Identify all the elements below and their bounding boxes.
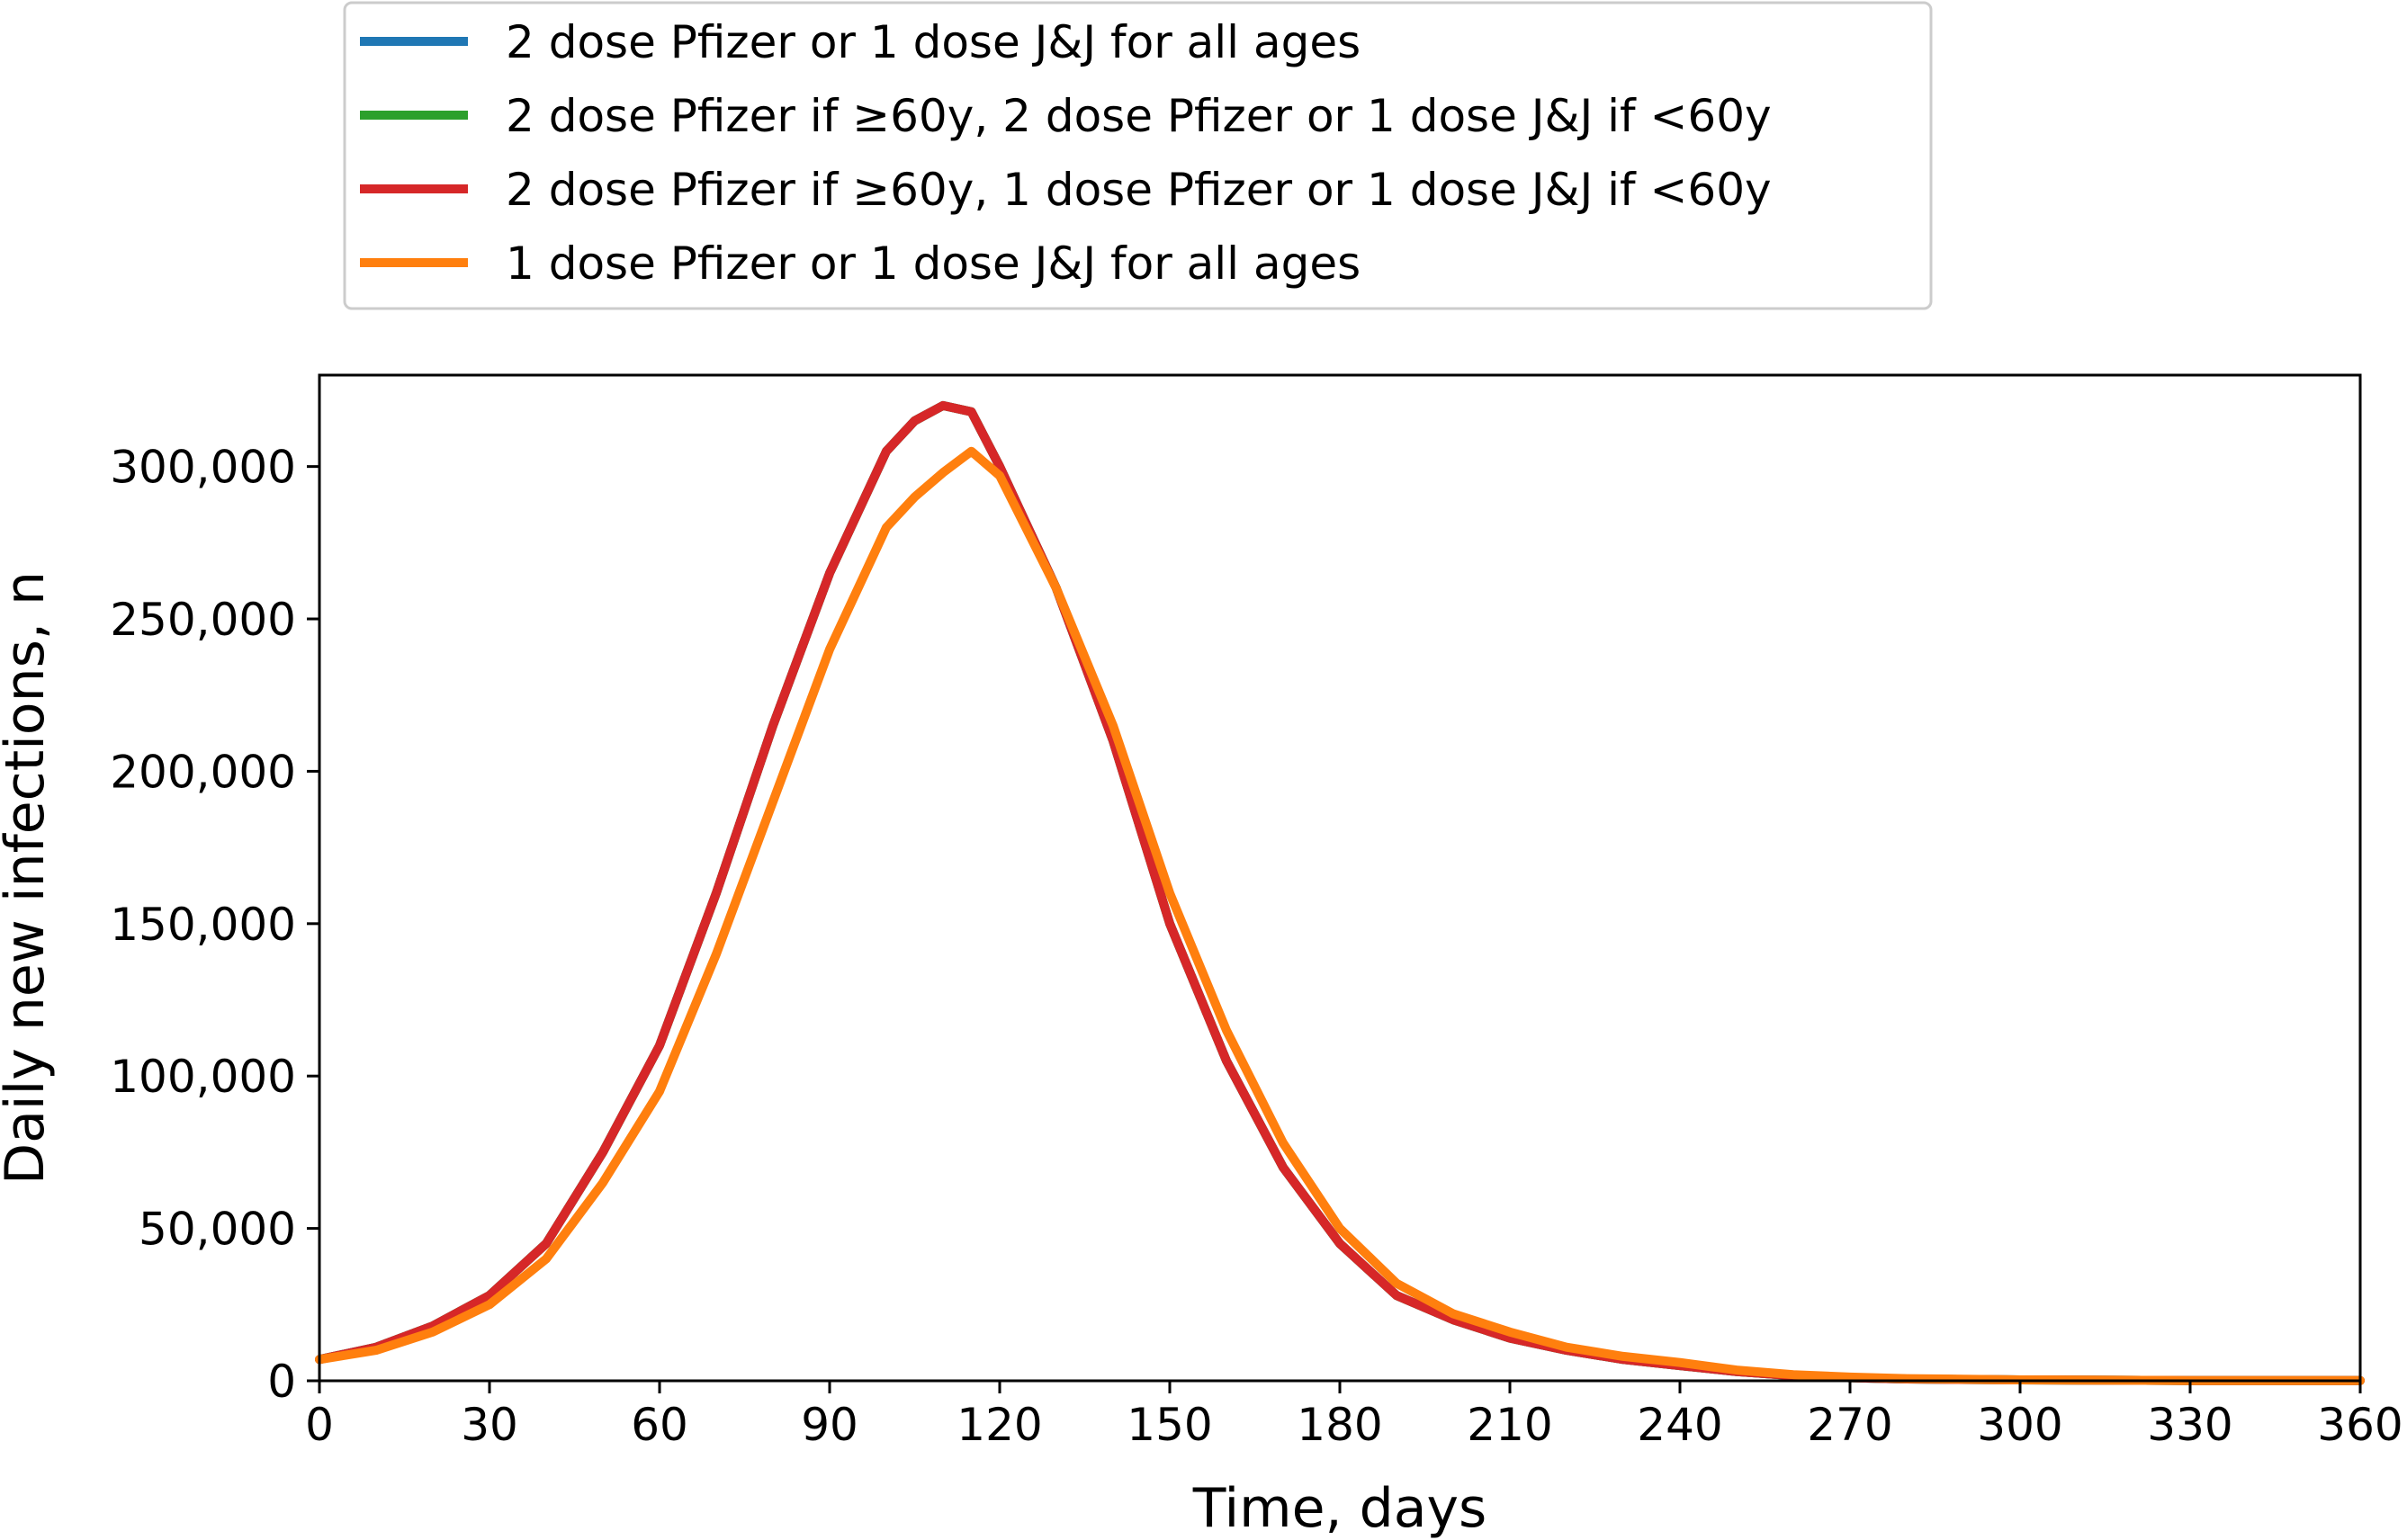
y-tick-label: 100,000 [110,1051,296,1103]
x-tick-label: 120 [957,1399,1042,1451]
x-tick-label: 150 [1127,1399,1212,1451]
y-tick-label: 50,000 [139,1204,296,1256]
series-line-4 [315,446,2365,1385]
y-tick-label: 0 [267,1356,296,1408]
x-axis: 0 30 60 90 120 150 180 210 240 270 300 330 360 [305,1381,2403,1451]
x-tick-label: 330 [2147,1399,2232,1451]
x-tick-label: 300 [1977,1399,2062,1451]
legend-label-2: 2 dose Pfizer if ≥60y, 2 dose Pfizer or … [506,90,1772,142]
x-tick-label: 0 [305,1399,334,1451]
legend-label-4: 1 dose Pfizer or 1 dose J&J for all ages [506,237,1361,290]
y-axis: 0 50,000 100,000 150,000 200,000 250,000 300,0… [110,442,319,1408]
x-tick-label: 180 [1297,1399,1382,1451]
y-tick-label: 200,000 [110,746,296,798]
x-axis-title: Time, days [1192,1477,1487,1540]
x-tick-label: 30 [461,1399,518,1451]
y-axis-title: Daily new infections, n [0,571,57,1185]
y-tick-label: 250,000 [110,594,296,646]
legend-label-3: 2 dose Pfizer if ≥60y, 1 dose Pfizer or … [506,164,1772,216]
x-tick-label: 90 [801,1399,858,1451]
legend-entries: 2 dose Pfizer or 1 dose J&J for all ages… [360,16,1772,290]
plot-area [315,373,2365,1385]
series-lines [315,400,2365,1385]
y-tick-label: 300,000 [110,442,296,494]
x-tick-label: 360 [2317,1399,2403,1451]
legend-frame [343,1,1933,310]
x-tick-label: 270 [1807,1399,1892,1451]
x-tick-label: 240 [1637,1399,1722,1451]
legend-label-1: 2 dose Pfizer or 1 dose J&J for all ages [506,16,1361,68]
x-tick-label: 210 [1467,1399,1552,1451]
legend: 2 dose Pfizer or 1 dose J&J for all ages… [343,1,1933,310]
y-tick-label: 150,000 [110,899,296,951]
x-tick-label: 60 [631,1399,688,1451]
